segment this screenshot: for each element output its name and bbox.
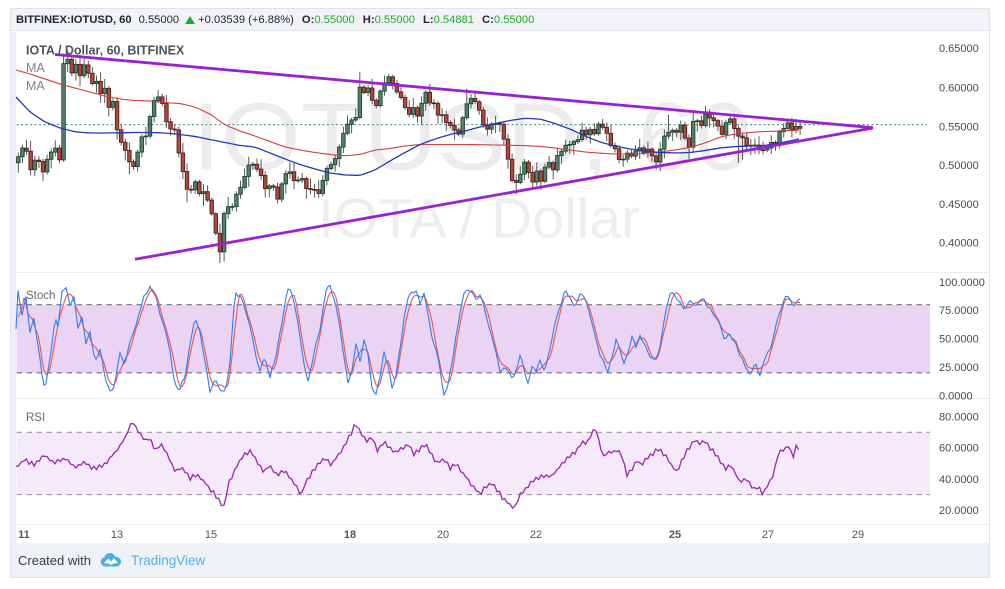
- svg-text:29: 29: [852, 529, 864, 541]
- svg-text:18: 18: [344, 529, 356, 541]
- svg-text:11: 11: [18, 529, 30, 541]
- svg-text:MA: MA: [26, 79, 45, 93]
- svg-text:MA: MA: [26, 61, 45, 75]
- svg-text:100.0000: 100.0000: [939, 277, 985, 289]
- svg-text:22: 22: [530, 529, 542, 541]
- svg-text:0.65000: 0.65000: [939, 43, 979, 55]
- svg-text:20.0000: 20.0000: [939, 505, 979, 517]
- svg-text:13: 13: [111, 529, 123, 541]
- svg-text:60.0000: 60.0000: [939, 443, 979, 455]
- svg-text:20: 20: [437, 529, 449, 541]
- svg-text:0.45000: 0.45000: [939, 199, 979, 211]
- svg-text:0.60000: 0.60000: [939, 82, 979, 94]
- svg-text:IOTA / Dollar, 60, BITFINEX: IOTA / Dollar, 60, BITFINEX: [26, 44, 185, 58]
- svg-text:40.0000: 40.0000: [939, 474, 979, 486]
- svg-text:0.50000: 0.50000: [939, 160, 979, 172]
- svg-text:0.0000: 0.0000: [939, 390, 973, 402]
- svg-text:15: 15: [205, 529, 217, 541]
- svg-text:75.0000: 75.0000: [939, 305, 979, 317]
- svg-text:80.0000: 80.0000: [939, 411, 979, 423]
- svg-text:0.55000: 0.55000: [939, 121, 979, 133]
- svg-text:25.0000: 25.0000: [939, 362, 979, 374]
- svg-text:0.40000: 0.40000: [939, 237, 979, 249]
- svg-text:25: 25: [669, 529, 681, 541]
- svg-text:Stoch: Stoch: [26, 290, 55, 302]
- svg-text:27: 27: [762, 529, 774, 541]
- svg-text:RSI: RSI: [26, 412, 45, 424]
- svg-text:50.0000: 50.0000: [939, 334, 979, 346]
